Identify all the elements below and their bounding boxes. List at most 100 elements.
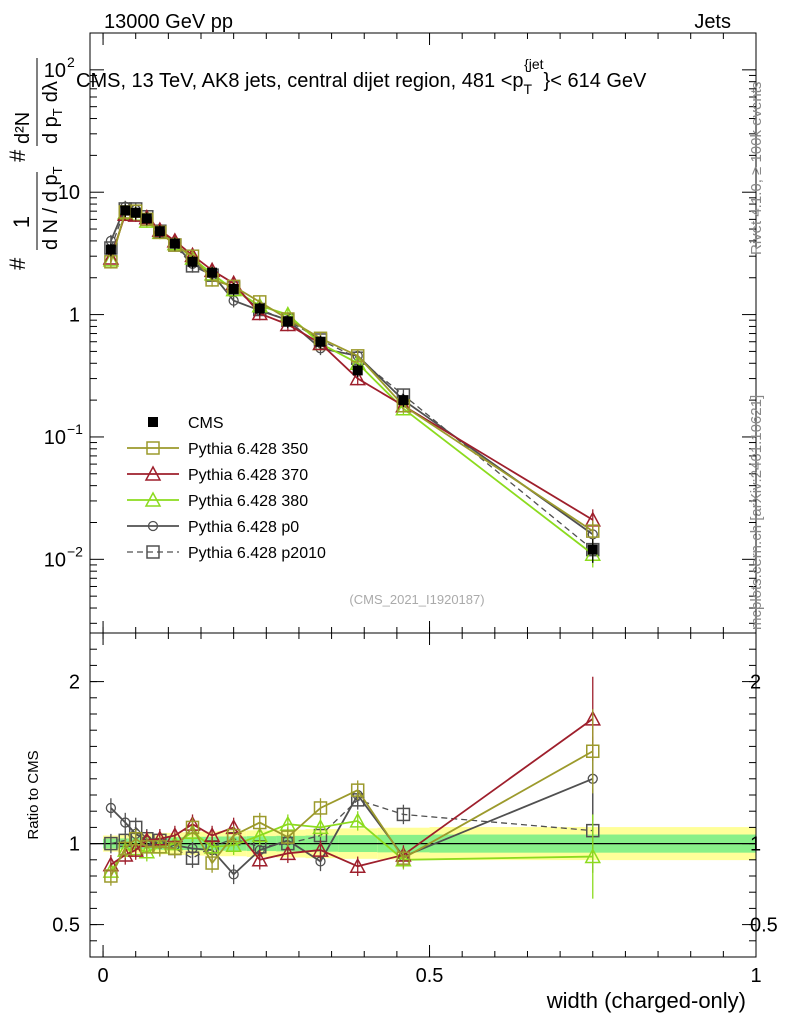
ratio-point bbox=[279, 844, 297, 861]
ratio-point bbox=[187, 843, 198, 854]
ratio-point bbox=[584, 847, 602, 864]
data-point bbox=[352, 365, 363, 376]
legend-marker bbox=[144, 465, 162, 481]
legend-marker bbox=[147, 520, 159, 532]
legend-label: Pythia 6.428 p2010 bbox=[188, 545, 326, 562]
ratio-point bbox=[350, 783, 365, 797]
y-tick-exponent: 2 bbox=[67, 54, 75, 70]
series-pythia-6-428-380 bbox=[102, 204, 602, 568]
ratio-point bbox=[396, 807, 411, 822]
legend-entry-pythia-6-428-p0: Pythia 6.428 p0 bbox=[127, 519, 299, 536]
ratio-point bbox=[251, 851, 269, 867]
ratio-point bbox=[349, 857, 366, 874]
header-left: 13000 GeV pp bbox=[104, 11, 233, 33]
ratio-point bbox=[105, 802, 117, 814]
data-point bbox=[154, 226, 165, 237]
legend-marker bbox=[144, 491, 162, 507]
legend-entry-pythia-6-428-370: Pythia 6.428 370 bbox=[127, 465, 308, 484]
ratio-point bbox=[185, 820, 200, 835]
legend-label: CMS bbox=[188, 415, 224, 432]
ratio-point bbox=[120, 817, 131, 828]
ratio-point bbox=[396, 851, 411, 865]
y-tick-exponent: −1 bbox=[67, 421, 83, 437]
ratio-point bbox=[228, 869, 239, 880]
chart-title: CMS, 13 TeV, AK8 jets, central dijet reg… bbox=[76, 56, 647, 97]
legend-marker bbox=[148, 417, 158, 427]
header-right: Jets bbox=[694, 11, 731, 33]
y-tick-label: 10 bbox=[58, 182, 80, 204]
data-point bbox=[315, 336, 326, 347]
ratio-tick-label-right: 0.5 bbox=[750, 915, 778, 937]
data-point bbox=[282, 316, 293, 327]
x-tick-label: 0 bbox=[97, 965, 108, 987]
legend-label: Pythia 6.428 350 bbox=[188, 441, 308, 458]
svg-text:#: # bbox=[5, 257, 30, 270]
ratio-point bbox=[138, 843, 156, 859]
legend-label: Pythia 6.428 380 bbox=[188, 493, 308, 510]
data-point bbox=[398, 395, 409, 406]
y-tick-label: 10 bbox=[44, 549, 66, 571]
ratio-point bbox=[225, 836, 242, 852]
ratio-point bbox=[226, 828, 241, 843]
legend: CMS Pythia 6.428 350 Pythia 6.428 370 Pythi… bbox=[127, 415, 326, 562]
ratio-point bbox=[140, 840, 154, 854]
ratio-series-pythia-6-428-350 bbox=[104, 709, 600, 886]
x-tick-label: 0.5 bbox=[416, 965, 444, 987]
data-point bbox=[586, 524, 600, 538]
svg-text:d pTdλ: d pTdλ bbox=[40, 81, 65, 144]
svg-text:d²N: d²N bbox=[12, 112, 34, 144]
ratio-point bbox=[104, 836, 118, 851]
ratio-tick-label: 0.5 bbox=[52, 915, 80, 937]
data-point bbox=[350, 349, 365, 363]
ratio-point bbox=[349, 812, 366, 828]
series-pythia-6-428-370 bbox=[102, 205, 602, 534]
ratio-plot-frame bbox=[89, 632, 757, 958]
ratio-point bbox=[153, 840, 167, 854]
ratio-point bbox=[203, 826, 221, 843]
data-point bbox=[141, 213, 152, 224]
data-point bbox=[169, 238, 180, 249]
ratio-tick-label-right: 1 bbox=[750, 834, 761, 856]
ratio-point bbox=[251, 826, 269, 843]
series-line bbox=[110, 205, 594, 536]
series-line bbox=[110, 210, 594, 532]
main-plot-frame bbox=[89, 32, 757, 634]
ratio-point bbox=[253, 815, 267, 830]
legend-label: Pythia 6.428 370 bbox=[188, 467, 308, 484]
ratio-point bbox=[312, 818, 329, 835]
data-point bbox=[105, 244, 116, 255]
legend-entry-pythia-6-428-380: Pythia 6.428 380 bbox=[127, 491, 308, 510]
legend-label: Pythia 6.428 p0 bbox=[188, 519, 299, 536]
data-point bbox=[228, 283, 239, 294]
data-point bbox=[254, 303, 265, 314]
ratio-point bbox=[168, 841, 182, 856]
ratio-point bbox=[312, 841, 329, 857]
legend-marker bbox=[146, 545, 160, 559]
ratio-point bbox=[586, 744, 600, 759]
data-point bbox=[207, 267, 218, 278]
ratio-point bbox=[128, 831, 143, 846]
ratio-point bbox=[127, 841, 144, 857]
series-cms bbox=[105, 204, 598, 563]
y-tick-label: 10 bbox=[44, 60, 66, 82]
svg-text:#: # bbox=[5, 149, 30, 162]
ratio-point bbox=[203, 838, 221, 854]
data-point bbox=[130, 207, 141, 218]
side-text-rivet: Rivet 4.1.0, ≥ 100k events bbox=[748, 82, 765, 255]
svg-text:1: 1 bbox=[9, 216, 34, 228]
ratio-tick-label-right: 2 bbox=[750, 672, 761, 694]
ratio-point bbox=[104, 869, 118, 883]
x-axis-label: width (charged-only) bbox=[546, 988, 746, 1013]
svg-text:d N / d pT: d N / d pT bbox=[40, 166, 65, 250]
data-point bbox=[120, 205, 131, 216]
series-pythia-6-428-350 bbox=[104, 204, 600, 545]
data-point bbox=[187, 256, 198, 267]
legend-entry-pythia-6-428-350: Pythia 6.428 350 bbox=[127, 441, 308, 458]
ratio-tick-label: 2 bbox=[69, 672, 80, 694]
ratio-point bbox=[281, 830, 295, 844]
analysis-watermark: (CMS_2021_I1920187) bbox=[349, 592, 484, 607]
y-tick-exponent: −2 bbox=[67, 543, 83, 559]
ratio-series-pythia-6-428-p0 bbox=[105, 736, 598, 885]
ratio-y-axis-label: Ratio to CMS bbox=[25, 750, 42, 839]
